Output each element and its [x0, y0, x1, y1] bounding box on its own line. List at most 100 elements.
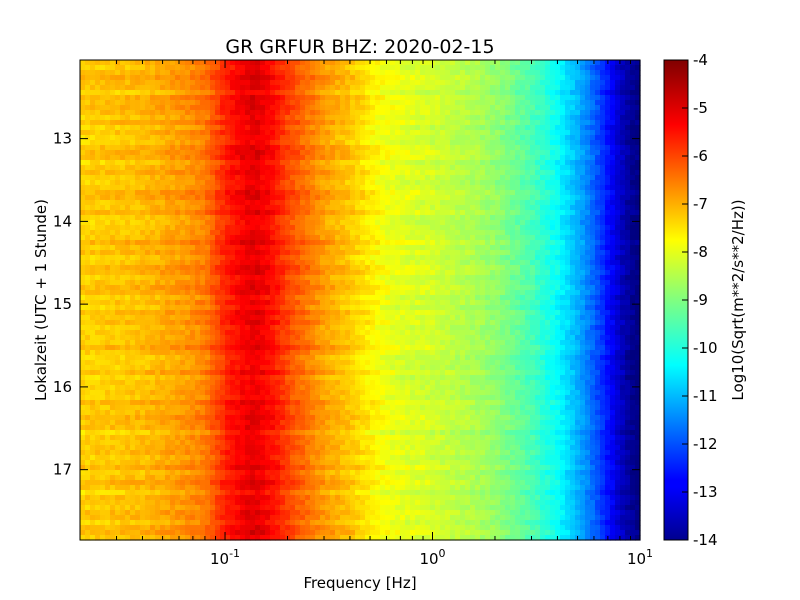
heatmap-cell [335, 240, 341, 246]
heatmap-cell [370, 140, 376, 146]
heatmap-cell [415, 170, 421, 176]
heatmap-cell [315, 80, 321, 86]
heatmap-cell [450, 240, 456, 246]
heatmap-cell [235, 80, 241, 86]
heatmap-cell [465, 245, 471, 251]
heatmap-cell [370, 200, 376, 206]
heatmap-cell [300, 225, 306, 231]
heatmap-cell [595, 275, 601, 281]
heatmap-cell [165, 135, 171, 141]
heatmap-cell [105, 155, 111, 161]
heatmap-cell [230, 260, 236, 266]
heatmap-cell [390, 225, 396, 231]
heatmap-cell [290, 275, 296, 281]
heatmap-cell [160, 250, 166, 256]
heatmap-cell [510, 210, 516, 216]
heatmap-cell [340, 105, 346, 111]
heatmap-cell [210, 90, 216, 96]
heatmap-cell [625, 225, 631, 231]
heatmap-cell [490, 155, 496, 161]
heatmap-cell [175, 135, 181, 141]
heatmap-cell [150, 240, 156, 246]
heatmap-cell [145, 145, 151, 151]
heatmap-cell [195, 95, 201, 101]
heatmap-cell [530, 170, 536, 176]
heatmap-cell [160, 140, 166, 146]
heatmap-cell [375, 220, 381, 226]
heatmap-cell [80, 275, 86, 281]
heatmap-cell [270, 115, 276, 121]
heatmap-cell [260, 245, 266, 251]
heatmap-cell [585, 225, 591, 231]
heatmap-cell [240, 205, 246, 211]
heatmap-cell [210, 280, 216, 286]
heatmap-cell [555, 165, 561, 171]
heatmap-cell [230, 145, 236, 151]
heatmap-cell [320, 100, 326, 106]
heatmap-cell [295, 280, 301, 286]
heatmap-cell [290, 130, 296, 136]
heatmap-cell [410, 280, 416, 286]
heatmap-cell [220, 200, 226, 206]
heatmap-cell [485, 90, 491, 96]
heatmap-cell [535, 175, 541, 181]
heatmap-cell [505, 230, 511, 236]
heatmap-cell [525, 185, 531, 191]
heatmap-cell [575, 175, 581, 181]
heatmap-cell [305, 250, 311, 256]
heatmap-cell [170, 230, 176, 236]
heatmap-cell [355, 215, 361, 221]
heatmap-cell [370, 220, 376, 226]
heatmap-cell [620, 170, 626, 176]
heatmap-cell [145, 85, 151, 91]
heatmap-cell [225, 165, 231, 171]
heatmap-cell [390, 145, 396, 151]
heatmap-cell [115, 250, 121, 256]
heatmap-cell [160, 95, 166, 101]
heatmap-cell [180, 85, 186, 91]
heatmap-cell [215, 265, 221, 271]
heatmap-cell [570, 155, 576, 161]
heatmap-cell [155, 175, 161, 181]
heatmap-cell [550, 215, 556, 221]
heatmap-cell [595, 265, 601, 271]
heatmap-cell [385, 165, 391, 171]
heatmap-cell [510, 90, 516, 96]
heatmap-cell [145, 155, 151, 161]
heatmap-cell [135, 170, 141, 176]
heatmap-cell [425, 235, 431, 241]
heatmap-cell [535, 100, 541, 106]
heatmap-cell [575, 235, 581, 241]
heatmap-cell [615, 105, 621, 111]
heatmap-cell [495, 250, 501, 256]
heatmap-cell [465, 250, 471, 256]
heatmap-cell [235, 170, 241, 176]
heatmap-cell [170, 115, 176, 121]
heatmap-cell [335, 220, 341, 226]
heatmap-cell [240, 130, 246, 136]
heatmap-cell [495, 265, 501, 271]
heatmap-cell [340, 210, 346, 216]
heatmap-cell [85, 145, 91, 151]
heatmap-cell [605, 110, 611, 116]
heatmap-cell [215, 245, 221, 251]
heatmap-cell [180, 160, 186, 166]
heatmap-cell [490, 190, 496, 196]
heatmap-cell [445, 60, 451, 66]
heatmap-cell [235, 240, 241, 246]
heatmap-cell [165, 165, 171, 171]
heatmap-cell [220, 250, 226, 256]
heatmap-cell [255, 145, 261, 151]
heatmap-cell [100, 250, 106, 256]
heatmap-cell [175, 70, 181, 76]
heatmap-cell [430, 115, 436, 121]
heatmap-cell [575, 110, 581, 116]
heatmap-cell [485, 95, 491, 101]
heatmap-cell [500, 275, 506, 281]
heatmap-cell [135, 155, 141, 161]
heatmap-cell [405, 200, 411, 206]
heatmap-cell [340, 135, 346, 141]
heatmap-cell [95, 115, 101, 121]
heatmap-cell [430, 130, 436, 136]
heatmap-cell [570, 90, 576, 96]
